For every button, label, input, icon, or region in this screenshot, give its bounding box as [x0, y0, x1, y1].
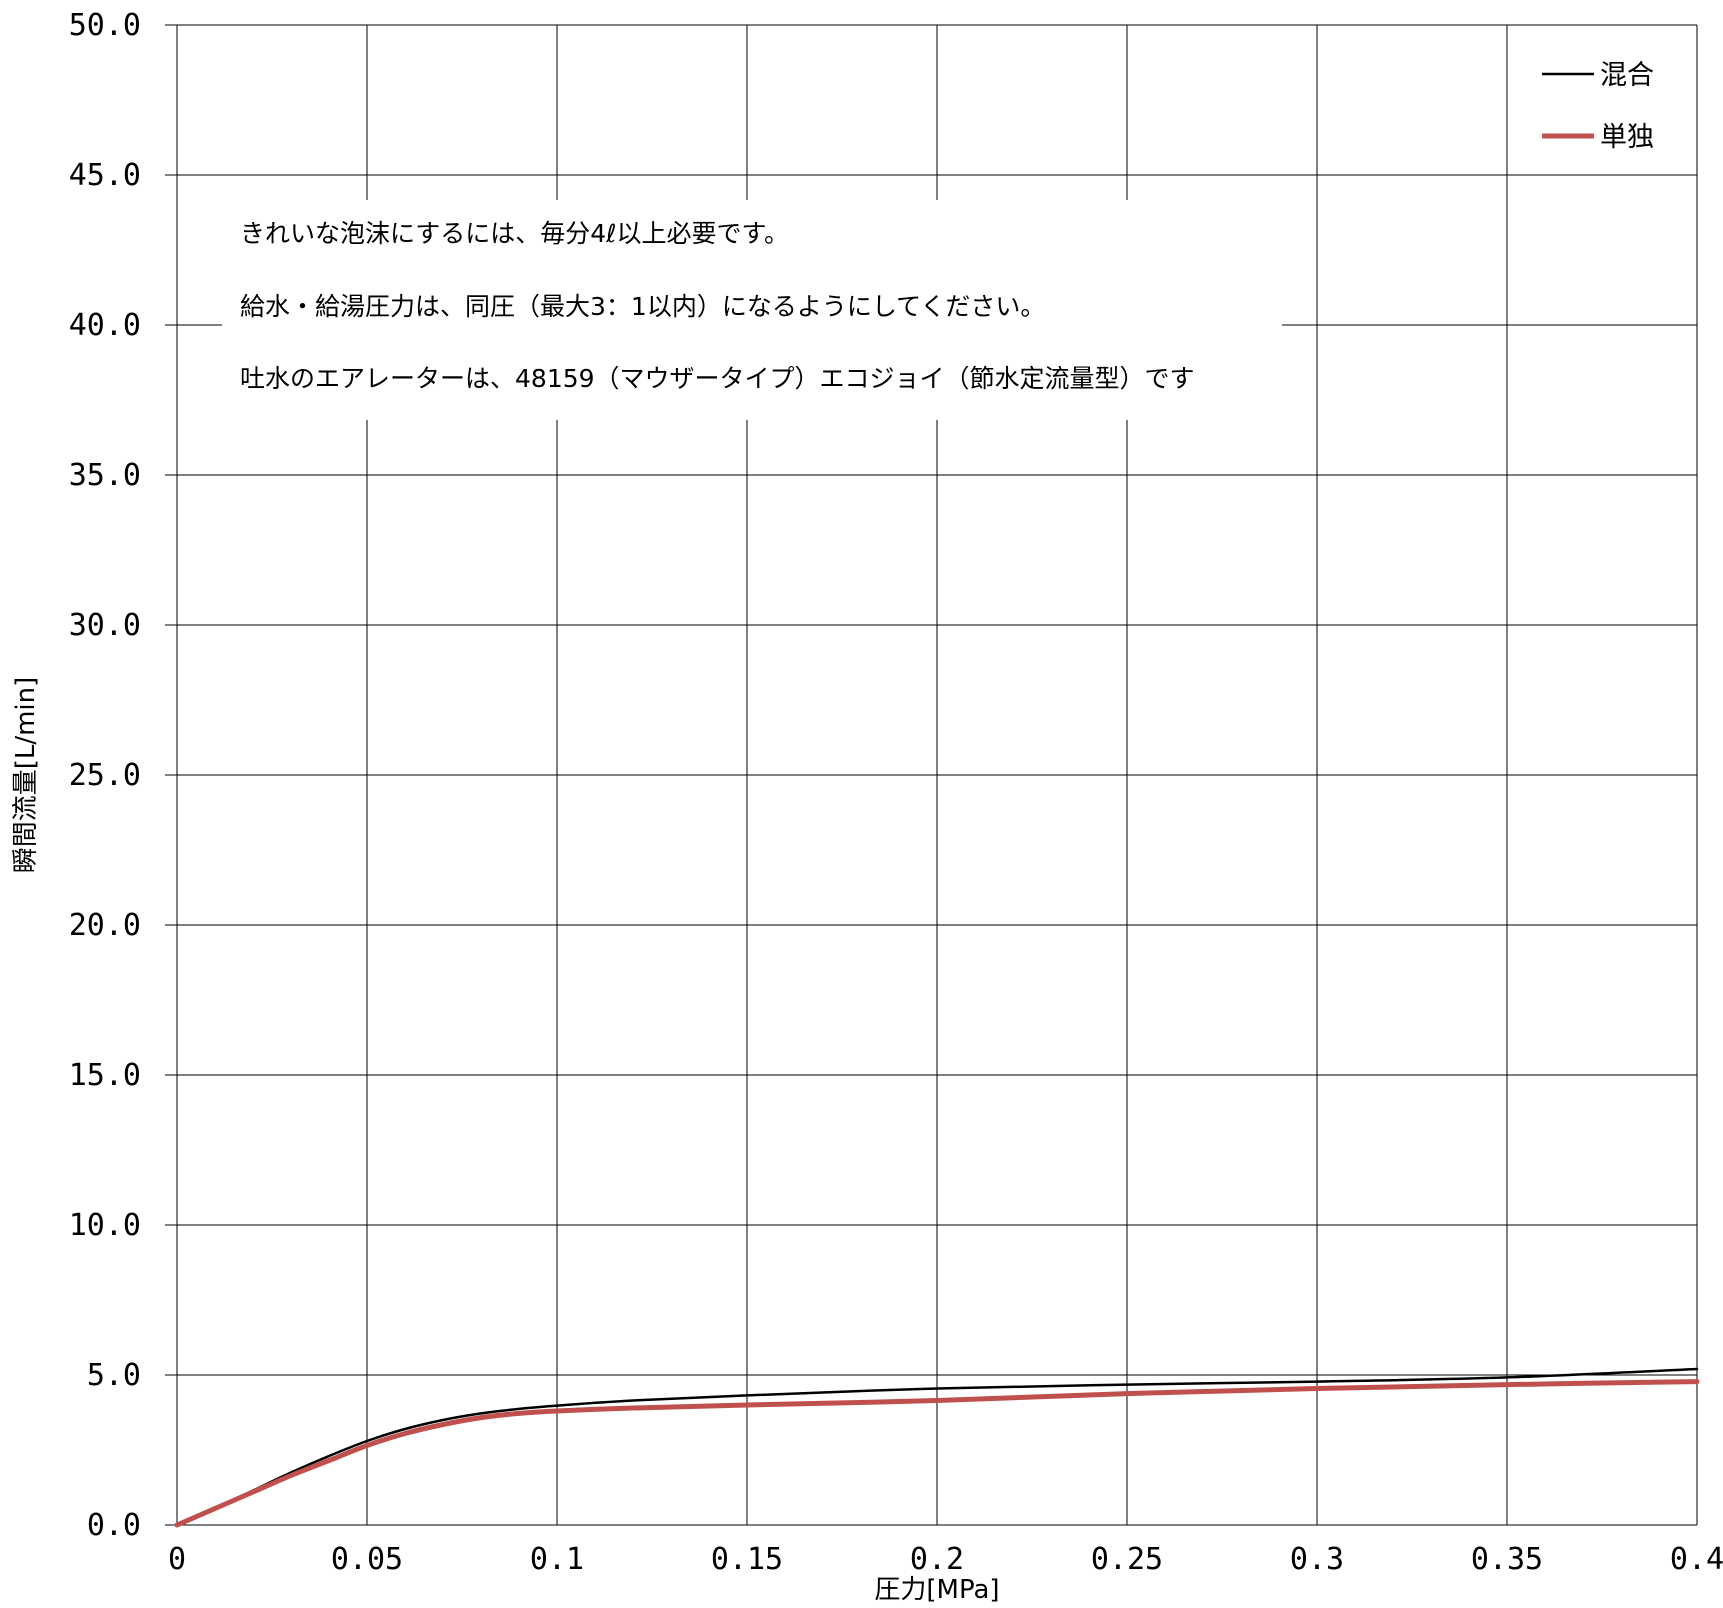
y-axis-title: 瞬間流量[L/min] — [11, 677, 41, 874]
x-tick-label: 0 — [168, 1542, 186, 1577]
y-tick-label: 40.0 — [69, 308, 141, 343]
x-tick-label: 0.05 — [331, 1542, 403, 1577]
y-tick-label: 50.0 — [69, 8, 141, 43]
y-tick-label: 45.0 — [69, 158, 141, 193]
tick-labels: 0.0 5.0 10.0 15.0 20.0 25.0 30.0 35.0 40.0 45.0 50… — [69, 8, 1723, 1577]
x-axis-title: 圧力[MPa] — [874, 1575, 999, 1605]
x-tick-label: 0.2 — [910, 1542, 964, 1577]
series-line-single — [174, 1379, 1700, 1528]
x-tick-label: 0.1 — [530, 1542, 584, 1577]
annotation-text: 給水・給湯圧力は、同圧（最大3：1以内）になるようにしてください。 — [240, 292, 1045, 321]
y-tick-label: 20.0 — [69, 908, 141, 943]
x-tick-label: 0.35 — [1471, 1542, 1543, 1577]
y-tick-label: 0.0 — [87, 1508, 141, 1543]
x-tick-label: 0.3 — [1290, 1542, 1344, 1577]
annotation-box — [222, 200, 1282, 420]
annotations: きれいな泡沫にするには、毎分4ℓ以上必要です。給水・給湯圧力は、同圧（最大3：1… — [240, 219, 1195, 393]
y-tick-label: 5.0 — [87, 1358, 141, 1393]
legend-label: 混合 — [1600, 60, 1654, 91]
y-tick-label: 15.0 — [69, 1058, 141, 1093]
y-tick-label: 30.0 — [69, 608, 141, 643]
series-line-mixed — [175, 1367, 1699, 1527]
x-tick-label: 0.15 — [711, 1542, 783, 1577]
y-tick-label: 35.0 — [69, 458, 141, 493]
annotation-text: きれいな泡沫にするには、毎分4ℓ以上必要です。 — [240, 219, 789, 248]
x-tick-label: 0.4 — [1670, 1542, 1723, 1577]
y-tick-label: 25.0 — [69, 758, 141, 793]
x-tick-label: 0.25 — [1091, 1542, 1163, 1577]
y-tick-label: 10.0 — [69, 1208, 141, 1243]
annotation-text: 吐水のエアレーターは、48159（マウザータイプ）エコジョイ（節水定流量型）です — [240, 364, 1195, 393]
legend-label: 単独 — [1600, 122, 1654, 153]
series-lines — [174, 1367, 1700, 1528]
